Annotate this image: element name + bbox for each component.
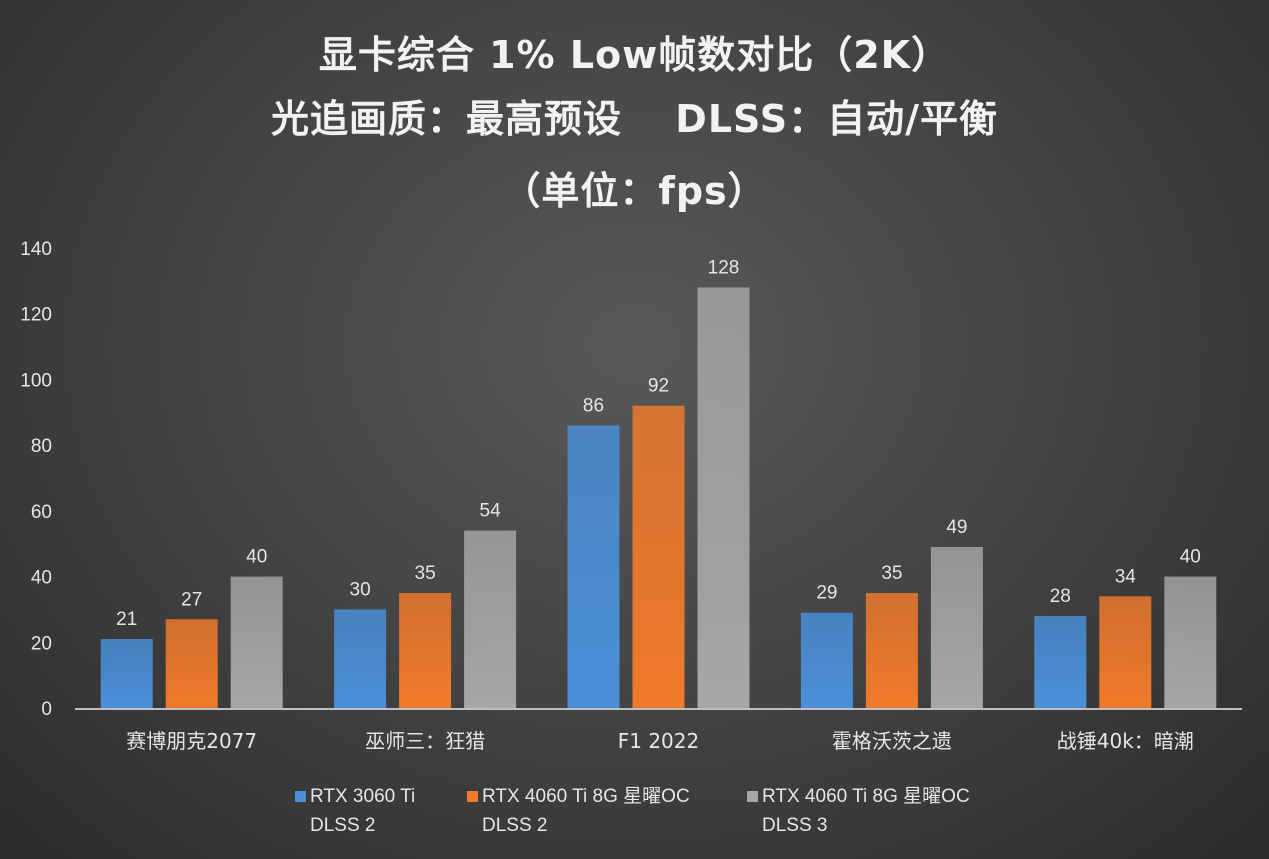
bar	[1034, 616, 1087, 708]
data-label: 49	[946, 517, 967, 538]
data-label: 30	[350, 579, 371, 600]
data-label: 21	[116, 609, 137, 630]
legend-label: RTX 3060 Ti	[310, 786, 416, 807]
y-tick-label: 0	[41, 699, 52, 720]
y-tick-label: 140	[20, 239, 52, 260]
y-tick-label: 60	[31, 502, 52, 523]
data-label: 35	[415, 563, 436, 584]
bar	[800, 612, 853, 708]
bar	[100, 639, 153, 708]
legend-item-2: RTX 4060 Ti 8G 星曜OC DLSS 3	[747, 782, 970, 840]
y-tick-label: 80	[31, 436, 52, 457]
legend-item-1: RTX 4060 Ti 8G 星曜OC DLSS 2	[467, 782, 690, 840]
data-label: 92	[648, 376, 669, 397]
x-tick-label: 战锤40k：暗潮	[1057, 729, 1194, 753]
legend-item-0: RTX 3060 Ti DLSS 2	[295, 782, 415, 840]
bar	[230, 576, 283, 708]
chart-title-line-3: （单位：fps）	[502, 169, 767, 213]
x-tick-label: F1 2022	[618, 729, 699, 753]
bar	[334, 609, 387, 708]
bar	[697, 287, 750, 708]
bar	[1164, 576, 1217, 708]
y-tick-label: 120	[20, 305, 52, 326]
legend-swatch	[295, 791, 306, 802]
legend-swatch	[467, 791, 478, 802]
data-label: 34	[1115, 566, 1137, 587]
chart-title-line-2: 光追画质：最高预设 DLSS：自动/平衡	[271, 97, 998, 141]
bar	[1099, 596, 1152, 708]
x-tick-label: 赛博朋克2077	[126, 729, 257, 753]
data-label: 86	[583, 395, 604, 416]
data-label: 128	[708, 257, 740, 278]
bar	[165, 619, 218, 708]
x-tick-label: 霍格沃茨之遗	[832, 729, 952, 753]
legend-label: RTX 4060 Ti 8G 星曜OC	[482, 786, 690, 807]
data-label: 29	[816, 583, 837, 604]
y-tick-label: 40	[31, 568, 52, 589]
data-label: 40	[246, 547, 267, 568]
data-label: 40	[1180, 547, 1201, 568]
data-label: 28	[1050, 586, 1071, 607]
bar	[930, 547, 983, 708]
y-tick-label: 20	[31, 633, 52, 654]
chart-title-line-1: 显卡综合 1% Low帧数对比（2K）	[318, 33, 951, 77]
bar	[567, 425, 620, 708]
data-label: 27	[181, 589, 202, 610]
x-tick-label: 巫师三：狂猎	[365, 729, 485, 753]
bar	[865, 593, 918, 708]
legend-label-sub: DLSS 2	[482, 815, 548, 836]
bar	[464, 530, 517, 708]
legend-label-sub: DLSS 2	[310, 815, 376, 836]
data-label: 54	[480, 501, 502, 522]
y-tick-label: 100	[20, 370, 52, 391]
legend-swatch	[747, 791, 758, 802]
data-label: 35	[881, 563, 902, 584]
legend-label-sub: DLSS 3	[762, 815, 828, 836]
bar	[399, 593, 452, 708]
bar	[632, 405, 685, 708]
legend-label: RTX 4060 Ti 8G 星曜OC	[762, 786, 970, 807]
